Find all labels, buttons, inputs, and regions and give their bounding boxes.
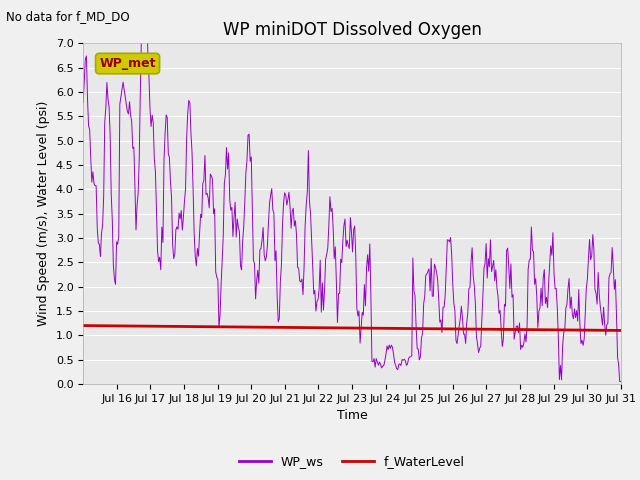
Text: WP_met: WP_met: [99, 57, 156, 70]
Y-axis label: Wind Speed (m/s), Water Level (psi): Wind Speed (m/s), Water Level (psi): [37, 101, 50, 326]
Text: No data for f_MD_DO: No data for f_MD_DO: [6, 10, 130, 23]
Title: WP miniDOT Dissolved Oxygen: WP miniDOT Dissolved Oxygen: [223, 21, 481, 39]
X-axis label: Time: Time: [337, 409, 367, 422]
Legend: WP_ws, f_WaterLevel: WP_ws, f_WaterLevel: [234, 450, 470, 473]
